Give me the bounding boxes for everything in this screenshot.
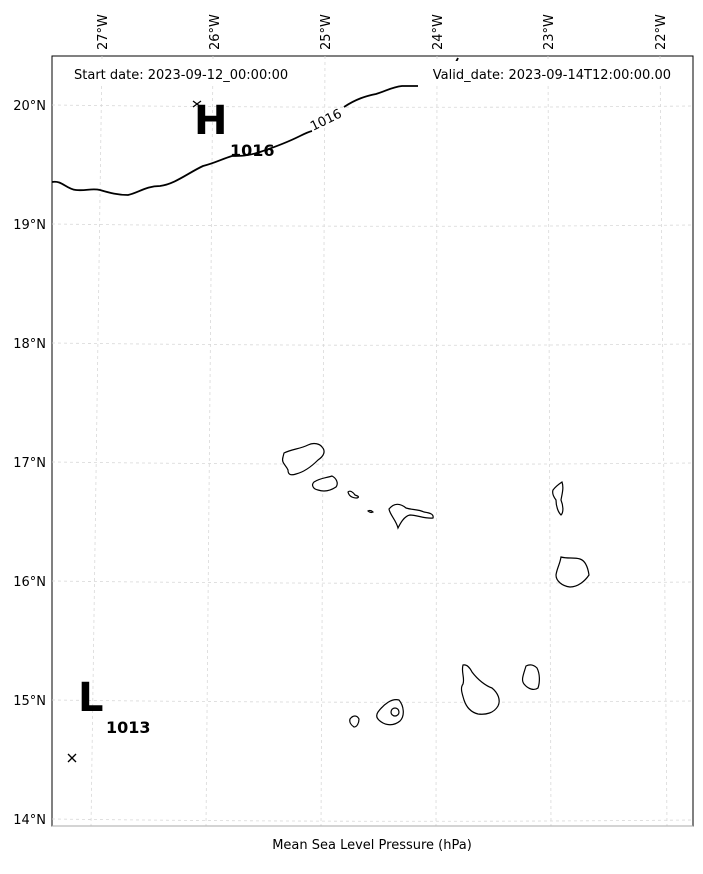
parallel-15n	[51, 699, 694, 703]
low-center-marker	[67, 753, 77, 763]
parallel-16n	[51, 580, 694, 584]
low-center-value: 1013	[106, 718, 151, 737]
high-center-marker	[192, 100, 202, 108]
high-center-value: 1016	[230, 141, 275, 160]
fogo-volcano-contour	[390, 707, 400, 717]
island-islet	[366, 509, 375, 514]
lon-tick-24w: 24°W	[431, 14, 446, 50]
gridlines	[51, 55, 694, 827]
start-label-bg	[68, 61, 308, 85]
lat-tick-20n: 20°N	[13, 99, 46, 114]
meridian-27w	[90, 55, 103, 827]
xlabel: Mean Sea Level Pressure (hPa)	[272, 838, 472, 853]
island-santiago	[460, 664, 500, 715]
lat-tick-19n: 19°N	[13, 218, 46, 233]
meridian-22w	[659, 55, 668, 827]
isobar-1016	[51, 130, 313, 196]
island-sao-nicolau	[388, 503, 434, 530]
island-fogo	[376, 699, 404, 726]
meridian-25w	[320, 55, 326, 827]
island-santo-antao	[281, 442, 325, 476]
parallel-17n	[51, 461, 694, 465]
valid-date-label: Valid_date: 2023-09-14T12:00:00.00	[433, 68, 671, 83]
isobar-1016-segment	[343, 85, 418, 108]
parallel-20n	[51, 104, 694, 108]
lon-tick-26w: 26°W	[208, 14, 223, 50]
lon-tick-25w: 25°W	[319, 14, 334, 50]
meridian-26w	[205, 55, 214, 827]
island-maio	[521, 664, 540, 690]
meridian-24w	[435, 55, 438, 827]
parallel-14n	[51, 818, 694, 822]
island-brava	[349, 715, 360, 728]
valid-label-bg	[410, 61, 676, 85]
coastlines	[281, 442, 590, 728]
island-santa-luzia	[347, 490, 360, 499]
island-sao-vicente	[312, 475, 338, 492]
parallel-19n	[51, 223, 694, 227]
island-sal	[552, 481, 564, 516]
lat-tick-16n: 16°N	[13, 575, 46, 590]
map-frame	[51, 55, 694, 827]
low-center-letter: L	[78, 675, 104, 721]
lat-tick-17n: 17°N	[13, 456, 46, 471]
lon-tick-22w: 22°W	[654, 14, 669, 50]
lon-tick-23w: 23°W	[542, 14, 557, 50]
lon-tick-27w: 27°W	[96, 14, 111, 50]
island-boa-vista	[555, 556, 590, 588]
start-date-label: Start date: 2023-09-12_00:00:00	[74, 68, 288, 83]
high-center-letter: H	[194, 98, 227, 144]
parallel-18n	[51, 342, 694, 346]
lat-tick-14n: 14°N	[13, 813, 46, 828]
lat-tick-15n: 15°N	[13, 694, 46, 709]
lat-tick-18n: 18°N	[13, 337, 46, 352]
meridian-23w	[547, 55, 552, 827]
